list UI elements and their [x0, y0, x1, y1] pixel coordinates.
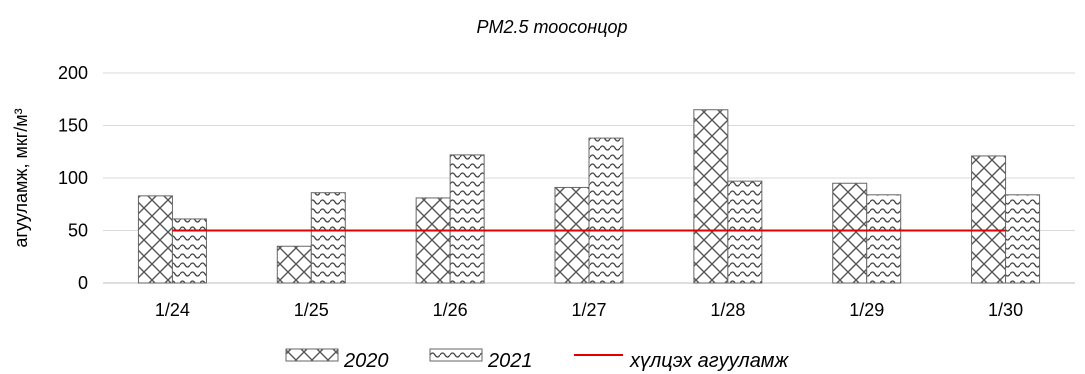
- bar-2020-1/28: [693, 109, 729, 284]
- x-tick-label: 1/27: [571, 300, 606, 320]
- bar-2021-1/29: [866, 194, 902, 284]
- legend-swatch-2020: [285, 348, 339, 362]
- bar-2020-1/29: [832, 182, 868, 284]
- bar-2021-1/27: [588, 137, 624, 284]
- bar-2020-1/25: [276, 245, 312, 284]
- x-tick-label: 1/29: [849, 300, 884, 320]
- y-tick-label: 200: [58, 63, 88, 83]
- x-tick-label: 1/24: [155, 300, 190, 320]
- chart-title: PM2.5 тоосонцор: [476, 17, 627, 37]
- y-tick-label: 50: [68, 221, 88, 241]
- legend: 2020 2021 хүлцэх агууламж: [285, 348, 790, 372]
- x-ticks: 1/24 1/25 1/26 1/27 1/28 1/29 1/30: [155, 300, 1023, 320]
- legend-label-reference: хүлцэх агууламж: [629, 350, 790, 372]
- legend-label-2020: 2020: [343, 350, 389, 372]
- bars: [137, 109, 1041, 284]
- bar-2021-1/26: [449, 154, 485, 284]
- y-tick-label: 100: [58, 168, 88, 188]
- legend-swatch-2021: [429, 348, 483, 362]
- bar-2020-1/26: [415, 197, 451, 284]
- x-tick-label: 1/28: [710, 300, 745, 320]
- y-ticks: 0 50 100 150 200: [58, 63, 88, 293]
- legend-label-2021: 2021: [487, 350, 533, 372]
- bar-2021-1/30: [1005, 194, 1041, 284]
- bar-2020-1/30: [971, 155, 1007, 284]
- bar-2020-1/27: [554, 186, 590, 284]
- x-tick-label: 1/26: [433, 300, 468, 320]
- x-tick-label: 1/30: [988, 300, 1023, 320]
- y-axis-label: агууламж, мкг/м³: [11, 108, 31, 247]
- y-tick-label: 0: [78, 273, 88, 293]
- bar-2021-1/24: [171, 218, 207, 284]
- bar-2021-1/25: [310, 192, 346, 284]
- x-tick-label: 1/25: [294, 300, 329, 320]
- y-tick-label: 150: [58, 116, 88, 136]
- bar-2021-1/28: [727, 180, 763, 284]
- bar-2020-1/24: [137, 195, 173, 284]
